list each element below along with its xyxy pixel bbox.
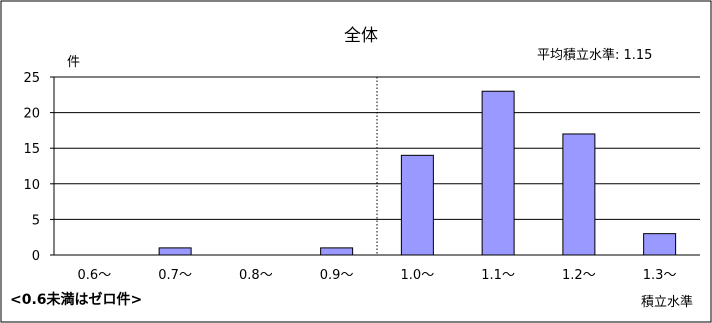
x-tick-label: 1.0～ [401, 268, 435, 283]
bar-6 [562, 133, 596, 256]
bar-7 [643, 233, 677, 256]
x-tick-label: 1.3～ [643, 268, 677, 283]
x-tick-label: 0.7～ [158, 268, 192, 283]
y-tick-label: 0 [32, 249, 40, 264]
y-tick-label: 20 [23, 107, 40, 122]
x-tick-label: 1.1～ [481, 268, 515, 283]
bar-4 [400, 154, 434, 256]
footnote: <0.6未満はゼロ件> [10, 291, 142, 308]
y-tick-label: 15 [23, 142, 40, 157]
y-tick-label: 10 [23, 178, 40, 193]
x-tick-label: 0.6～ [78, 268, 112, 283]
y-tick-label: 5 [32, 213, 40, 228]
x-tick-label: 0.8～ [239, 268, 273, 283]
y-unit-label: 件 [67, 55, 80, 70]
bar-3 [320, 247, 354, 256]
y-tick-label: 25 [23, 71, 40, 86]
bar-5 [481, 90, 515, 256]
bar-1 [158, 247, 192, 256]
x-axis-label: 積立水準 [641, 294, 693, 310]
x-tick-label: 0.9～ [320, 268, 354, 283]
chart-title: 全体 [344, 26, 378, 46]
axis-layer: 0 5 10 15 20 25 0.6～ 0.7～ 0.8～ 0.9～ 1.0～ 1.1～ 1.2～ 1.… [23, 71, 700, 283]
x-tick-label: 1.2～ [562, 268, 596, 283]
mean-annotation: 平均積立水準: 1.15 [537, 47, 652, 63]
